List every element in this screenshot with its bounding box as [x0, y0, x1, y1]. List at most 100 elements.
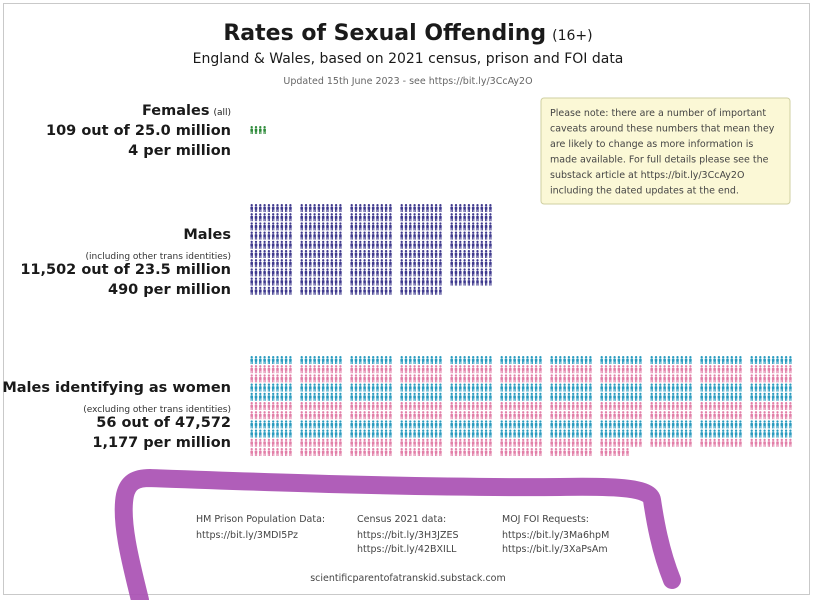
person-icon [704, 420, 708, 429]
person-icon [363, 240, 366, 249]
source-link[interactable]: https://bit.ly/3Ma6hpM [502, 530, 609, 541]
person-icon [417, 383, 421, 392]
person-icon [567, 401, 571, 410]
person-icon [484, 447, 488, 456]
person-icon [280, 447, 284, 456]
person-icon [263, 268, 266, 277]
person-icon [454, 392, 458, 401]
person-icon [626, 447, 629, 456]
person-icon [309, 268, 312, 277]
person-icon [680, 420, 684, 429]
person-icon [304, 447, 308, 456]
person-icon [259, 125, 262, 134]
person-icon [784, 429, 788, 438]
person-icon [313, 286, 316, 295]
person-icon [254, 213, 258, 222]
person-icon [763, 429, 766, 438]
person-icon [380, 392, 384, 401]
person-icon [289, 383, 292, 392]
person-icon [717, 365, 721, 374]
person-icon [584, 411, 588, 420]
person-icon [284, 401, 288, 410]
person-icon [359, 420, 362, 429]
person-icon [589, 365, 592, 374]
person-icon [280, 365, 284, 374]
person-icon [526, 392, 529, 401]
person-icon [580, 374, 584, 383]
person-icon [600, 447, 603, 456]
person-icon [521, 438, 525, 447]
person-icon [567, 411, 571, 420]
person-icon [654, 383, 658, 392]
person-icon [354, 231, 358, 240]
person-icon [776, 429, 779, 438]
person-icon [276, 213, 279, 222]
person-icon [409, 429, 412, 438]
person-icon [380, 277, 384, 286]
person-icon [576, 411, 579, 420]
person-icon [589, 420, 592, 429]
person-icon [271, 447, 275, 456]
source-link[interactable]: https://bit.ly/3XaPsAm [502, 544, 608, 555]
source-link[interactable]: https://bit.ly/3H3JZES [357, 530, 459, 541]
person-icon [389, 213, 392, 222]
person-icon [417, 392, 421, 401]
person-icon [489, 259, 492, 268]
person-icon [376, 411, 379, 420]
person-icon [700, 420, 703, 429]
person-icon [426, 401, 429, 410]
person-icon [471, 392, 475, 401]
person-icon [480, 438, 484, 447]
person-icon [750, 420, 753, 429]
person-icon [567, 429, 571, 438]
source-link[interactable]: https://bit.ly/42BXILL [357, 544, 457, 555]
person-icon [534, 401, 538, 410]
person-icon [284, 420, 288, 429]
person-icon [376, 429, 379, 438]
person-icon [484, 213, 488, 222]
person-icon [439, 420, 442, 429]
person-icon [267, 213, 271, 222]
person-icon [467, 249, 471, 258]
person-icon [704, 374, 708, 383]
person-icon [689, 374, 692, 383]
person-icon [550, 392, 553, 401]
person-icon [430, 268, 434, 277]
person-icon [580, 429, 584, 438]
person-icon [334, 401, 338, 410]
person-icon [467, 231, 471, 240]
person-icon [559, 447, 562, 456]
person-icon [317, 268, 321, 277]
person-icon [484, 392, 488, 401]
person-icon [759, 420, 762, 429]
person-icon [317, 429, 321, 438]
chart-subtitle: England & Wales, based on 2021 census, p… [193, 51, 624, 67]
source-link[interactable]: https://bit.ly/3MDI5Pz [196, 530, 298, 541]
person-icon [504, 447, 508, 456]
person-icon [471, 365, 475, 374]
person-icon [667, 392, 671, 401]
person-icon [759, 374, 762, 383]
person-icon [417, 286, 421, 295]
person-icon [426, 383, 429, 392]
person-icon [371, 355, 375, 364]
person-icon [463, 429, 466, 438]
person-icon [480, 374, 484, 383]
person-icon [559, 401, 562, 410]
person-icon [380, 420, 384, 429]
person-icon [254, 277, 258, 286]
person-icon [263, 392, 266, 401]
person-icon [326, 429, 329, 438]
person-icon [604, 438, 608, 447]
person-icon [434, 231, 438, 240]
person-icon [784, 401, 788, 410]
person-icon [409, 277, 412, 286]
chart-title: Rates of Sexual Offending (16+) [223, 21, 592, 46]
person-icon [504, 401, 508, 410]
person-icon [521, 365, 525, 374]
person-icon [604, 374, 608, 383]
person-icon [713, 392, 716, 401]
person-icon [617, 438, 621, 447]
person-icon [621, 365, 625, 374]
person-icon [600, 383, 603, 392]
